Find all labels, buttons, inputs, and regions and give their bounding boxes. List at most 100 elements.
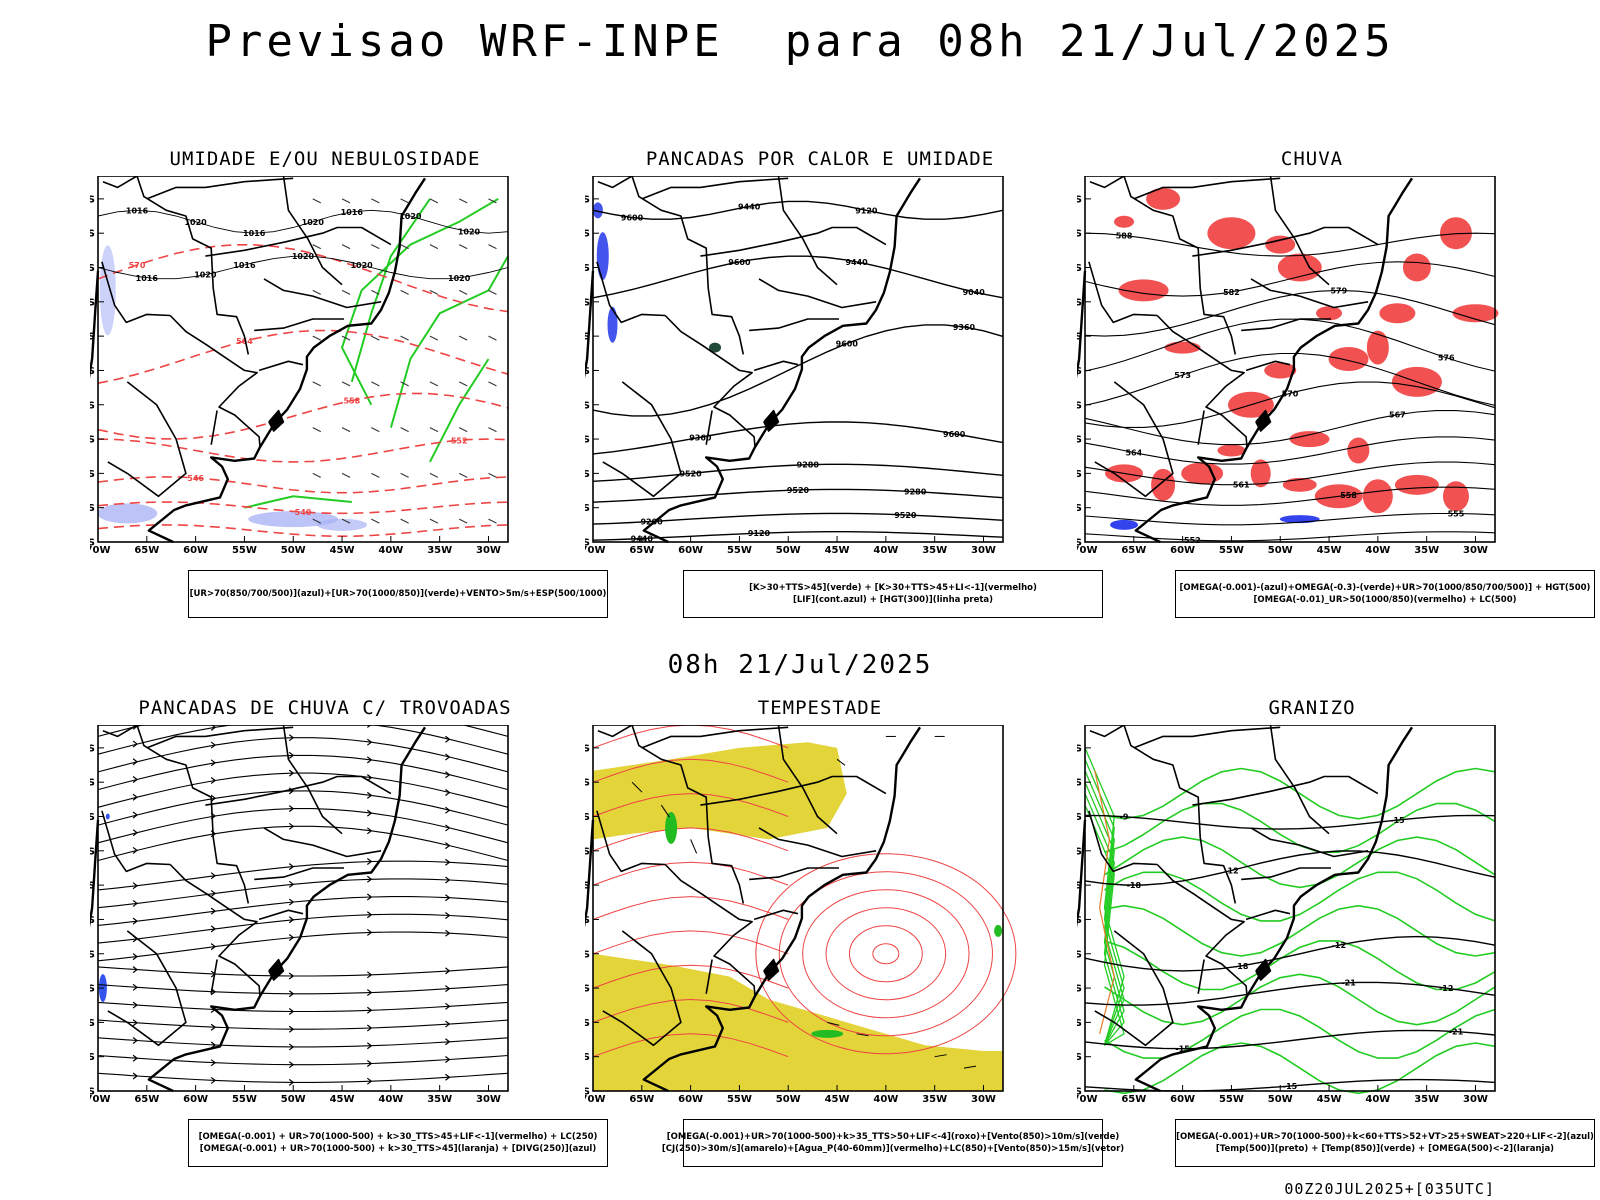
wind-vector	[400, 472, 409, 478]
contour-label: 1016	[126, 206, 149, 215]
map-trovoadas: 12S 15S 18S 21S 24S 27S 30S 33S 36S 39S 42S70W 65W 6…	[90, 725, 509, 1105]
border-line	[597, 176, 745, 355]
lon-tick-label: 60W	[183, 1094, 208, 1105]
contour-line	[97, 524, 509, 537]
lif-blue	[607, 306, 618, 343]
lon-tick-label: 70W	[90, 545, 110, 556]
lat-tick-label: 27S	[585, 366, 590, 377]
border-line	[102, 725, 250, 904]
contour-label: -18	[1234, 962, 1249, 971]
contour-label: 1020	[350, 261, 373, 270]
streamline	[97, 737, 509, 773]
contour-line	[592, 463, 1004, 482]
wind-vector	[371, 335, 380, 341]
lon-tick-label: 50W	[776, 1094, 801, 1105]
border-line	[258, 360, 304, 372]
rain-red-area	[1265, 235, 1296, 254]
border-line	[1197, 410, 1205, 445]
lc850-red-line	[592, 861, 789, 886]
streamline	[97, 878, 509, 909]
temp850-green-line	[1104, 1008, 1496, 1059]
lat-tick-label: 21S	[90, 297, 95, 308]
streamline-arrow	[366, 827, 373, 835]
lagoa-dos-patos	[268, 409, 285, 432]
wind-vector	[458, 335, 468, 341]
lon-tick-label: 70W	[585, 1094, 605, 1105]
wind-vector	[371, 289, 380, 295]
legend-line: [CJ(250)>30m/s](amarelo)+[Agua_P(40-60mm…	[661, 1144, 1125, 1154]
wind-vector	[371, 472, 380, 478]
temp850-green-line	[1104, 1042, 1496, 1095]
contour-label: 540	[295, 508, 312, 517]
wind-vector	[400, 427, 409, 433]
lc850-red-line	[592, 827, 789, 852]
contour-label: -12	[1224, 866, 1238, 875]
streamline-arrow	[445, 1073, 451, 1081]
lon-tick-label: 60W	[678, 545, 703, 556]
contour-label: -15	[1283, 1082, 1298, 1091]
lon-tick-label: 30W	[971, 1094, 996, 1105]
wind-vector	[312, 289, 321, 295]
wind-vector	[371, 198, 380, 204]
contour-line	[1084, 318, 1496, 372]
streamline-arrow	[288, 972, 295, 980]
border-line	[664, 314, 756, 448]
humidity-blue-shade	[99, 245, 116, 336]
streamline-arrow	[288, 734, 295, 742]
lon-tick-label: 40W	[873, 545, 898, 556]
streamline	[97, 772, 509, 808]
streamline-arrow	[132, 953, 139, 961]
border-line	[777, 176, 838, 286]
lc850-red-circle	[778, 871, 993, 1037]
panel-legend: [OMEGA(-0.001)-(azul)+OMEGA(-0.3)-(verde…	[1175, 570, 1595, 618]
coastline-pacific	[1077, 819, 1087, 928]
border-line	[596, 810, 666, 873]
streamline	[97, 1054, 509, 1066]
humidity-green-line	[244, 495, 352, 509]
border-line	[254, 867, 344, 881]
contour-label: 9120	[855, 206, 878, 215]
panel-legend: [OMEGA(-0.001)+UR>70(1000-500)+k>35_TTS>…	[662, 1119, 1124, 1167]
coastline-group	[90, 725, 427, 1093]
rain-red-area	[1402, 253, 1431, 282]
lat-tick-label: 24S	[585, 881, 590, 892]
coastline-group	[585, 725, 922, 1093]
streamline-arrow	[366, 971, 373, 979]
lon-tick-label: 35W	[1414, 1094, 1439, 1105]
lat-tick-label: 42S	[585, 1087, 590, 1098]
contour-label: 9520	[787, 486, 810, 495]
legend-line: [OMEGA(-0.001)-(azul)+OMEGA(-0.3)-(verde…	[1179, 583, 1591, 593]
lc850-red-line	[592, 725, 789, 749]
rain-red-area	[1282, 477, 1317, 492]
wind-vector	[660, 804, 670, 818]
contour-label: 1016	[341, 208, 364, 217]
wind-vector	[312, 518, 321, 524]
wind-vector	[429, 335, 439, 341]
streamline-arrow	[288, 916, 295, 924]
contour-line	[592, 421, 1004, 455]
streamline-arrow	[288, 1061, 295, 1069]
legend-line: [UR>70(850/700/500)](azul)+[UR>70(1000/8…	[189, 589, 607, 599]
temp850-green-line	[1104, 940, 1496, 991]
lon-tick-label: 45W	[1317, 545, 1342, 556]
temp850-green-line	[1104, 904, 1496, 957]
streamline-arrow	[288, 990, 295, 998]
lat-tick-label: 30S	[585, 400, 590, 411]
streamline-arrow	[445, 876, 451, 884]
streamline-arrow	[366, 1006, 373, 1014]
lat-tick-label: 30S	[1077, 949, 1082, 960]
rain-red-area	[1316, 306, 1343, 321]
lon-tick-label: 30W	[1463, 1094, 1488, 1105]
border-line	[101, 261, 171, 324]
contour-line	[592, 324, 1004, 417]
contour-line	[1084, 850, 1496, 886]
map-umidade: 570 564 558 552 546 540 1016 1016 1016 1020 1020 10…	[90, 176, 509, 556]
lon-tick-label: 65W	[629, 545, 654, 556]
contour-label: 1016	[243, 229, 266, 238]
wind-vector	[458, 198, 468, 204]
omega-orange-group	[1094, 770, 1115, 1034]
wind-vector	[371, 381, 380, 387]
temp850-green-line	[1104, 767, 1496, 820]
streamline-arrow	[445, 824, 451, 832]
map-pancadas-calor: 9600960096009600952095209520944094409440…	[585, 176, 1004, 556]
